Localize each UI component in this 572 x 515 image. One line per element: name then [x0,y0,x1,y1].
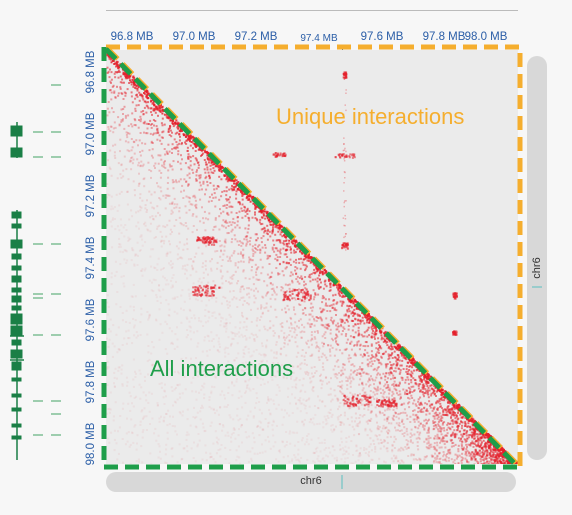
left-tick-label: 97.0 MB [85,112,97,156]
all-interactions-label: All interactions [150,356,294,381]
top-tick-label: 97.6 MB [360,31,404,43]
top-tick-label: 97.2 MB [234,31,278,43]
top-tick-label: 96.8 MB [110,31,154,43]
gene-track-svg [10,84,61,460]
top-tick-label: 97.8 MB [422,31,466,43]
left-tick-label: 97.2 MB [85,174,97,218]
left-tick-label: 97.6 MB [85,298,97,342]
left-tick-label: 97.4 MB [85,236,97,280]
vertical-chromosome-label: chr6 [531,257,543,279]
vertical-chromosome-scrollbar[interactable]: chr6 [527,56,547,460]
horizontal-chromosome-label: chr6 [300,475,322,487]
top-genome-axis: 96.8 MB 97.0 MB 97.2 MB 97.4 MB 97.6 MB … [106,10,518,52]
horizontal-chromosome-scrollbar[interactable]: chr6 [106,472,516,492]
left-tick-label: 97.8 MB [85,360,97,404]
top-tick-label: 97.0 MB [172,31,216,43]
vertical-scroll-handle[interactable] [532,286,542,288]
left-tick-label: 96.8 MB [85,50,97,94]
left-genome-axis: 96.8 MB 97.0 MB 97.2 MB 97.4 MB 97.6 MB … [78,50,104,466]
top-tick-label: 98.0 MB [464,31,508,43]
unique-interactions-label: Unique interactions [276,104,465,129]
horizontal-scroll-handle[interactable] [341,475,343,489]
left-tick-label: 98.0 MB [85,422,97,466]
top-tick-label: 97.4 MB [300,33,338,44]
gene-annotation-track[interactable] [0,40,72,470]
